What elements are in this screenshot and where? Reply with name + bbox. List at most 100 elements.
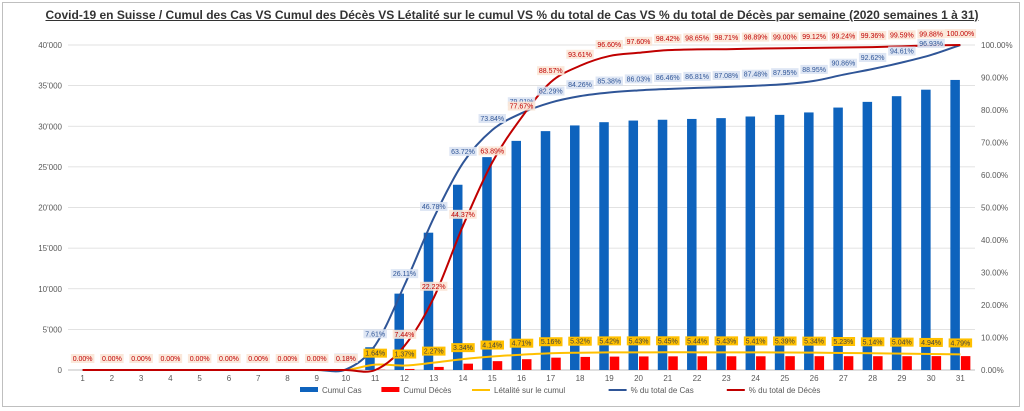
y-right-tick-label: 10.00%	[981, 334, 1008, 343]
bar-cumul-d-c-s	[843, 356, 854, 370]
data-label-bg	[595, 76, 623, 86]
y-right-tick-label: 0.00%	[981, 366, 1004, 375]
bar-cumul-d-c-s	[404, 368, 415, 370]
data-label: 44.37%	[451, 212, 475, 219]
data-label: 100.00%	[947, 31, 975, 38]
data-label: 0.00%	[248, 356, 268, 363]
legend-item: Létalité sur le cumul	[472, 386, 565, 395]
data-label-bg	[595, 40, 623, 50]
data-label-bg	[537, 66, 565, 76]
data-label-bg	[683, 33, 711, 43]
x-tick-label: 27	[839, 374, 848, 383]
data-label-bg	[743, 336, 768, 346]
bar-cumul-cas	[774, 114, 785, 370]
data-label-bg	[626, 336, 651, 346]
data-label-bg	[187, 354, 212, 363]
bar-cumul-cas	[745, 116, 756, 370]
y-right-tick-label: 30.00%	[981, 269, 1008, 278]
legend-label: Cumul Décès	[403, 386, 451, 395]
data-label-bg	[566, 49, 594, 59]
data-label: 5.43%	[629, 338, 649, 345]
data-label: 98.89%	[744, 35, 768, 42]
y-left-tick-label: 20'000	[38, 204, 62, 213]
y-left-tick-label: 25'000	[38, 163, 62, 172]
data-label-bg	[449, 146, 477, 156]
bar-cumul-cas	[365, 347, 375, 370]
data-label: 7.44%	[395, 332, 415, 339]
data-label-bg	[537, 86, 565, 96]
bar-cumul-cas	[862, 101, 873, 370]
bar-cumul-d-c-s	[639, 356, 649, 370]
data-label-bg	[860, 337, 885, 347]
x-tick-label: 15	[488, 374, 497, 383]
x-tick-label: 6	[227, 374, 232, 383]
data-label-bg	[948, 338, 973, 348]
data-label: 22.22%	[422, 284, 446, 291]
y-right-tick-label: 50.00%	[981, 204, 1008, 213]
bar-cumul-cas	[950, 79, 960, 370]
x-tick-label: 13	[429, 374, 438, 383]
data-label: 99.59%	[890, 32, 914, 39]
data-label: 90.86%	[831, 61, 855, 68]
legend-item: % du total de Décès	[726, 386, 821, 395]
legend-label: Cumul Cas	[322, 386, 362, 395]
data-label: 0.00%	[219, 356, 239, 363]
data-label: 0.00%	[190, 356, 210, 363]
x-tick-label: 21	[663, 374, 672, 383]
bar-cumul-cas	[628, 120, 639, 370]
data-label: 84.26%	[568, 82, 592, 89]
data-label-bg	[829, 58, 858, 68]
data-label-bg	[420, 281, 448, 291]
data-label-bg	[420, 201, 448, 211]
data-label-bg	[944, 29, 977, 38]
bar-cumul-cas	[921, 89, 931, 370]
data-label: 5.45%	[658, 338, 678, 345]
bar-cumul-d-c-s	[492, 361, 503, 370]
data-label-bg	[829, 31, 858, 41]
data-label-bg	[275, 354, 300, 363]
y-right-tick-label: 90.00%	[981, 74, 1008, 83]
chart-title: Covid-19 en Suisse / Cumul des Cas VS Cu…	[45, 8, 979, 22]
data-label-bg	[246, 354, 270, 363]
legend-item: Cumul Décès	[381, 386, 451, 395]
x-tick-label: 12	[400, 374, 409, 383]
data-label: 87.95%	[773, 70, 797, 77]
x-tick-label: 16	[517, 374, 526, 383]
data-label: 73.84%	[480, 116, 504, 123]
y-right-tick-label: 40.00%	[981, 236, 1008, 245]
data-label-bg	[624, 36, 653, 46]
data-label-bg	[478, 146, 506, 156]
data-label: 4.14%	[482, 343, 502, 350]
bar-cumul-cas	[716, 118, 726, 370]
bar-cumul-cas	[804, 112, 814, 370]
data-label-bg	[100, 354, 124, 363]
bar-cumul-d-c-s	[463, 363, 473, 370]
data-label: 96.93%	[919, 41, 943, 48]
x-tick-label: 7	[256, 374, 261, 383]
data-label-bg	[656, 336, 680, 346]
data-label-bg	[685, 336, 709, 346]
x-tick-label: 20	[634, 374, 643, 383]
data-label-bg	[363, 329, 387, 339]
data-label: 5.42%	[599, 338, 619, 345]
x-tick-label: 26	[810, 374, 819, 383]
y-right-tick-label: 60.00%	[981, 171, 1008, 180]
legend-swatch	[300, 387, 318, 392]
bar-cumul-d-c-s	[814, 356, 825, 370]
data-label-bg	[831, 337, 856, 347]
data-label-bg	[480, 340, 504, 350]
x-tick-label: 22	[693, 374, 702, 383]
data-label: 99.12%	[802, 34, 826, 41]
data-label: 5.41%	[746, 338, 766, 345]
data-label: 98.71%	[714, 35, 738, 42]
legend-label: % du total de Décès	[749, 386, 821, 395]
bar-cumul-d-c-s	[609, 356, 620, 370]
x-tick-label: 10	[341, 374, 350, 383]
data-label: 3.34%	[453, 345, 473, 352]
data-label-bg	[129, 354, 153, 363]
data-label-bg	[392, 329, 417, 339]
data-label-bg	[654, 34, 682, 44]
bar-cumul-cas	[570, 125, 580, 370]
data-label-bg	[888, 30, 916, 40]
data-label: 5.44%	[687, 338, 707, 345]
